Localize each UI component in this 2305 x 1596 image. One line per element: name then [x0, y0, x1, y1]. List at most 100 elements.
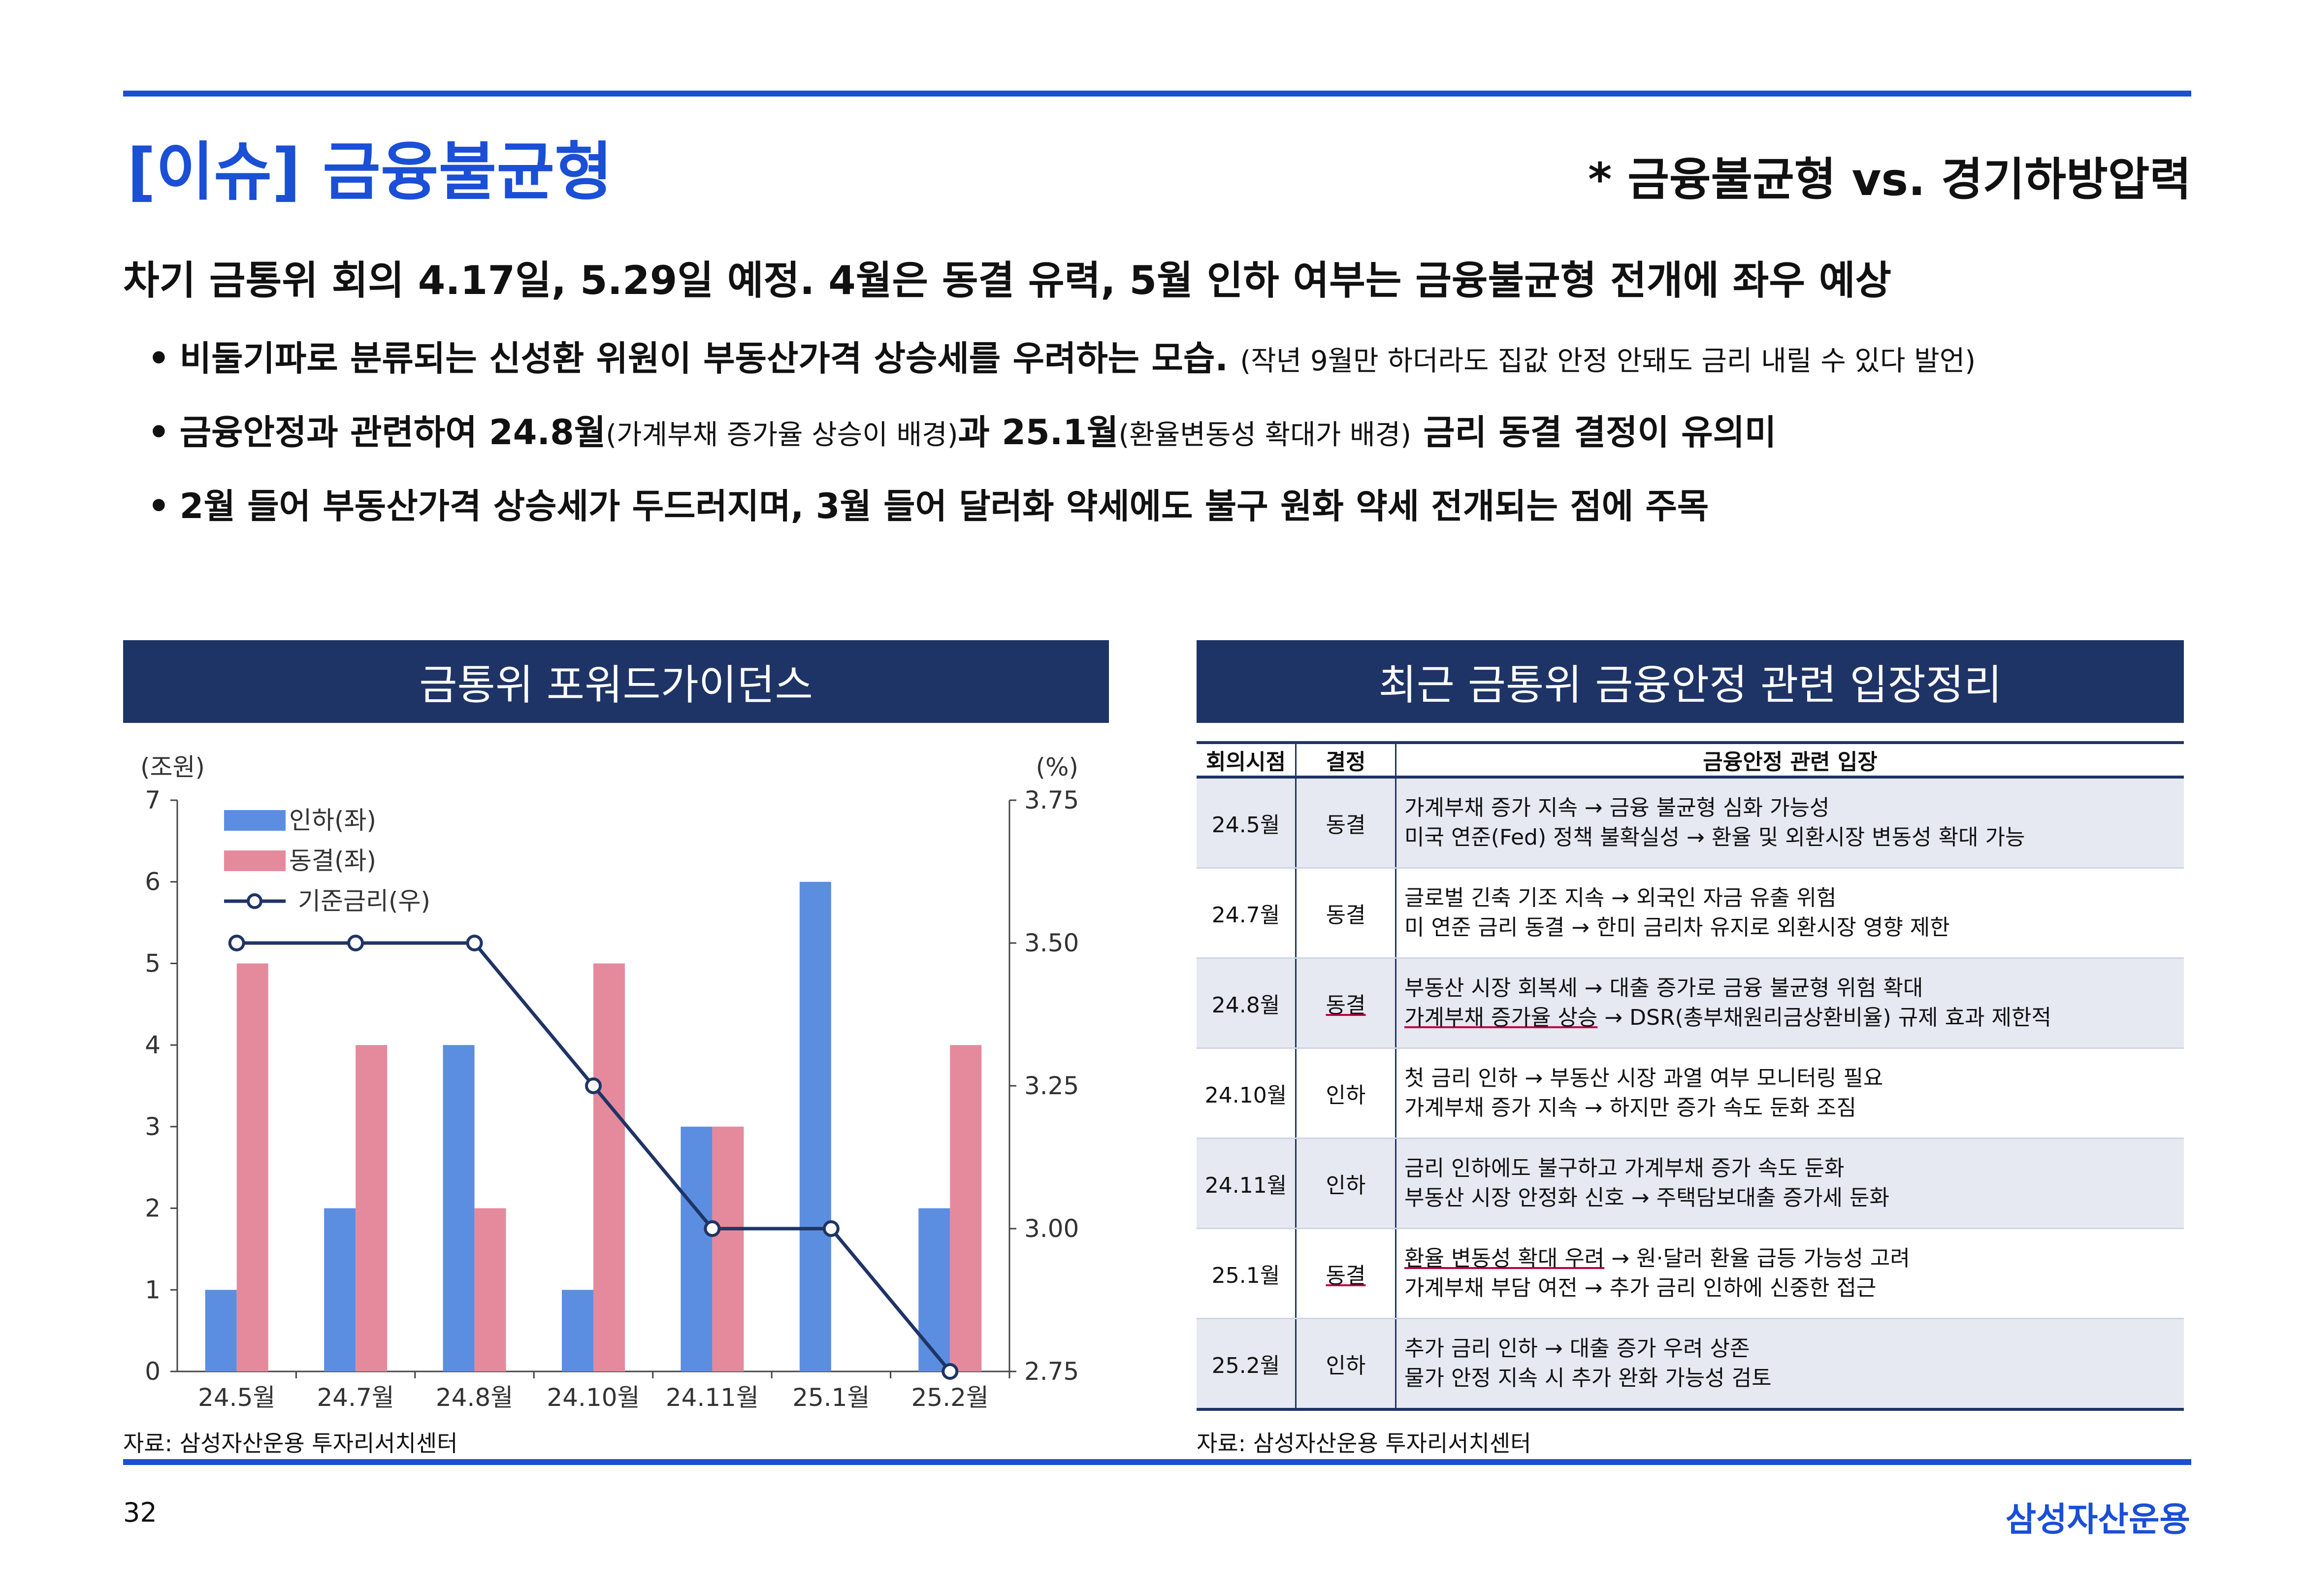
- stance-line: 미 연준 금리 동결 → 한미 금리차 유지로 외환시장 영향 제한: [1404, 915, 1950, 940]
- chart-source: 자료: 삼성자산운용 투자리서치센터: [123, 1430, 458, 1457]
- stance-highlight: 환율 변동성 확대 우려: [1404, 1246, 1605, 1271]
- stance-line: 추가 금리 인하 → 대출 증가 우려 상존: [1404, 1336, 1750, 1361]
- rate-point: [466, 935, 483, 951]
- left-tick-label: 2: [145, 1194, 161, 1223]
- page-number: 32: [123, 1497, 157, 1528]
- chart-panel-heading: 금통위 포워드가이던스: [123, 640, 1109, 723]
- table-header-stance: 금융안정 관련 입장: [1396, 741, 2184, 779]
- bullet-text: 2월 들어 부동산가격 상승세가 두드러지며, 3월 들어 달러화 약세에도 불…: [179, 486, 1709, 526]
- policy-table: 회의시점 결정 금융안정 관련 입장 24.5월 동결 가계부채 증가 지속 →…: [1197, 741, 2184, 1411]
- left-tick-label: 3: [145, 1112, 161, 1141]
- row-decision: 인하: [1296, 1048, 1396, 1139]
- table-row: 24.10월 인하 첫 금리 인하 → 부동산 시장 과열 여부 모니터링 필요…: [1197, 1048, 2184, 1139]
- stance-line: 가계부채 부담 여전 → 추가 금리 인하에 신중한 접근: [1404, 1275, 1877, 1301]
- row-date: 24.8월: [1197, 958, 1297, 1049]
- x-tick-label: 24.8월: [436, 1383, 513, 1412]
- stance-text: → 원·달러 환율 급등 가능성 고려: [1604, 1246, 1910, 1271]
- bar-cut: [799, 881, 831, 1371]
- stance-line: 금리 인하에도 불구하고 가계부채 증가 속도 둔화: [1404, 1156, 1845, 1181]
- legend-swatch: [224, 850, 286, 871]
- table-header-decision: 결정: [1296, 741, 1396, 779]
- stance-line: 미국 연준(Fed) 정책 불확실성 → 환율 및 외환시장 변동성 확대 가능: [1404, 825, 2025, 850]
- bullet-dot: •: [148, 412, 170, 453]
- bullet-text: 금융안정과 관련하여 24.8월: [179, 412, 606, 453]
- rate-point: [228, 935, 245, 951]
- table-row: 24.5월 동결 가계부채 증가 지속 → 금융 불균형 심화 가능성 미국 연준…: [1197, 777, 2184, 869]
- row-decision: 동결: [1296, 777, 1396, 869]
- row-decision: 인하: [1296, 1138, 1396, 1229]
- bar-hold: [950, 1045, 982, 1371]
- stance-line: 환율 변동성 확대 우려 → 원·달러 환율 급등 가능성 고려: [1404, 1244, 2176, 1273]
- bottom-rule: [123, 1459, 2191, 1465]
- table-panel-heading: 최근 금통위 금융안정 관련 입장정리: [1197, 640, 2184, 723]
- row-decision: 동결: [1296, 958, 1396, 1049]
- stance-text: → DSR(총부채원리금상환비율) 규제 효과 제한적: [1597, 1005, 2051, 1030]
- legend-line-marker: [247, 893, 262, 909]
- rate-point: [585, 1077, 602, 1094]
- bullet-text: 금리 동결 결정이 유의미: [1411, 412, 1777, 453]
- row-decision: 동결: [1296, 868, 1396, 959]
- table-row: 25.1월 동결 환율 변동성 확대 우려 → 원·달러 환율 급등 가능성 고…: [1197, 1228, 2184, 1319]
- bullet-item: • 2월 들어 부동산가격 상승세가 두드러지며, 3월 들어 달러화 약세에도 …: [148, 479, 1976, 553]
- y-right-unit-label: (%): [1036, 753, 1078, 782]
- x-tick-label: 25.1월: [792, 1383, 870, 1412]
- bar-cut: [205, 1290, 237, 1371]
- legend-label: 동결(좌): [289, 847, 376, 875]
- y-left-unit-label: (조원): [140, 753, 205, 782]
- page-title: [이슈] 금융불균형: [127, 135, 613, 209]
- row-stance: 부동산 시장 회복세 → 대출 증가로 금융 불균형 위험 확대 가계부채 증가율…: [1396, 958, 2184, 1049]
- bullet-item: • 금융안정과 관련하여 24.8월(가계부채 증가율 상승이 배경)과 25.1…: [148, 405, 1976, 479]
- legend-label: 인하(좌): [289, 806, 376, 835]
- table-source: 자료: 삼성자산운용 투자리서치센터: [1197, 1430, 1531, 1457]
- x-tick-label: 24.7월: [317, 1383, 394, 1412]
- left-tick-label: 1: [145, 1275, 161, 1304]
- row-decision: 동결: [1296, 1228, 1396, 1319]
- bar-hold: [474, 1208, 506, 1371]
- x-tick-label: 24.5월: [198, 1383, 275, 1412]
- legend-swatch: [224, 810, 286, 831]
- table-header-date: 회의시점: [1197, 741, 1297, 779]
- row-date: 25.2월: [1197, 1318, 1297, 1411]
- right-tick-label: 3.25: [1024, 1072, 1079, 1100]
- right-tick-label: 3.50: [1024, 929, 1079, 957]
- rate-point: [941, 1363, 959, 1380]
- left-tick-label: 4: [145, 1031, 161, 1059]
- row-stance: 첫 금리 인하 → 부동산 시장 과열 여부 모니터링 필요 가계부채 증가 지속…: [1396, 1048, 2184, 1139]
- bar-cut: [562, 1290, 593, 1371]
- row-date: 24.11월: [1197, 1138, 1297, 1229]
- stance-line: 부동산 시장 안정화 신호 → 주택담보대출 증가세 둔화: [1404, 1185, 1889, 1210]
- row-date: 25.1월: [1197, 1228, 1297, 1319]
- bullet-dot: •: [148, 486, 170, 526]
- bar-hold: [236, 963, 268, 1371]
- rate-point: [704, 1220, 721, 1237]
- legend-label: 기준금리(우): [298, 887, 430, 915]
- bullet-text: 과 25.1월: [958, 412, 1119, 453]
- forward-guidance-chart: 0 1 2 3 4 5 6 7 2.75 3.00 3.25 3.50 3.75 (조원) (%) 24.5월…: [140, 753, 1079, 1412]
- rate-point: [347, 935, 364, 951]
- right-tick-label: 2.75: [1024, 1357, 1079, 1386]
- table-header-row: 회의시점 결정 금융안정 관련 입장: [1197, 741, 2184, 779]
- brand-logo-text: 삼성자산운용: [2005, 1500, 2190, 1539]
- x-tick-label: 24.11월: [666, 1383, 759, 1412]
- x-tick-label: 24.10월: [547, 1383, 640, 1412]
- x-tick-label: 25.2월: [911, 1383, 989, 1412]
- decision-highlight: 동결: [1326, 993, 1366, 1018]
- bullet-dot: •: [148, 338, 170, 379]
- bar-cut: [443, 1045, 475, 1371]
- table-row: 25.2월 인하 추가 금리 인하 → 대출 증가 우려 상존 물가 안정 지속 …: [1197, 1318, 2184, 1411]
- bar-hold: [356, 1045, 388, 1371]
- bullet-note: (가계부채 증가율 상승이 배경): [606, 419, 958, 451]
- stance-line: 글로벌 긴축 기조 지속 → 외국인 자금 유출 위험: [1404, 885, 1837, 911]
- stance-line: 물가 안정 지속 시 추가 완화 가능성 검토: [1404, 1366, 1772, 1391]
- table-row: 24.8월 동결 부동산 시장 회복세 → 대출 증가로 금융 불균형 위험 확…: [1197, 958, 2184, 1049]
- stance-line: 가계부채 증가 지속 → 하지만 증가 속도 둔화 조짐: [1404, 1095, 1856, 1120]
- left-tick-label: 5: [145, 949, 161, 977]
- stance-highlight: 가계부채 증가율 상승: [1404, 1005, 1598, 1030]
- stance-line: 가계부채 증가 지속 → 금융 불균형 심화 가능성: [1404, 795, 1830, 820]
- bar-cut: [918, 1208, 950, 1371]
- row-date: 24.7월: [1197, 868, 1297, 959]
- left-tick-label: 7: [145, 786, 161, 814]
